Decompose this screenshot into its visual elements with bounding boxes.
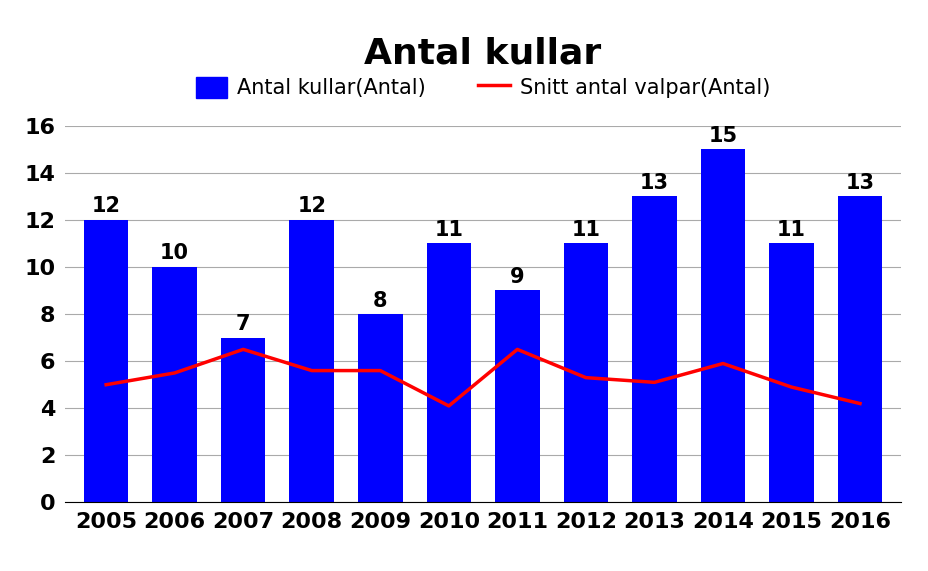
Legend: Antal kullar(Antal), Snitt antal valpar(Antal): Antal kullar(Antal), Snitt antal valpar(… xyxy=(187,68,778,107)
Text: 15: 15 xyxy=(708,126,737,146)
Text: 11: 11 xyxy=(434,220,463,240)
Bar xyxy=(84,220,128,502)
Title: Antal kullar: Antal kullar xyxy=(364,36,601,70)
Text: 7: 7 xyxy=(236,314,251,334)
Bar xyxy=(700,149,744,502)
Bar xyxy=(563,243,608,502)
Bar xyxy=(495,291,539,502)
Bar xyxy=(426,243,470,502)
Text: 8: 8 xyxy=(373,291,387,311)
Text: 13: 13 xyxy=(639,173,668,193)
Text: 9: 9 xyxy=(509,267,524,287)
Bar xyxy=(221,337,265,502)
Text: 13: 13 xyxy=(844,173,873,193)
Bar xyxy=(152,267,197,502)
Bar xyxy=(768,243,813,502)
Text: 11: 11 xyxy=(571,220,599,240)
Text: 10: 10 xyxy=(160,243,189,263)
Bar xyxy=(290,220,334,502)
Text: 11: 11 xyxy=(776,220,806,240)
Bar xyxy=(357,314,402,502)
Text: 12: 12 xyxy=(297,196,326,216)
Text: 12: 12 xyxy=(92,196,121,216)
Bar xyxy=(631,196,676,502)
Bar xyxy=(837,196,882,502)
